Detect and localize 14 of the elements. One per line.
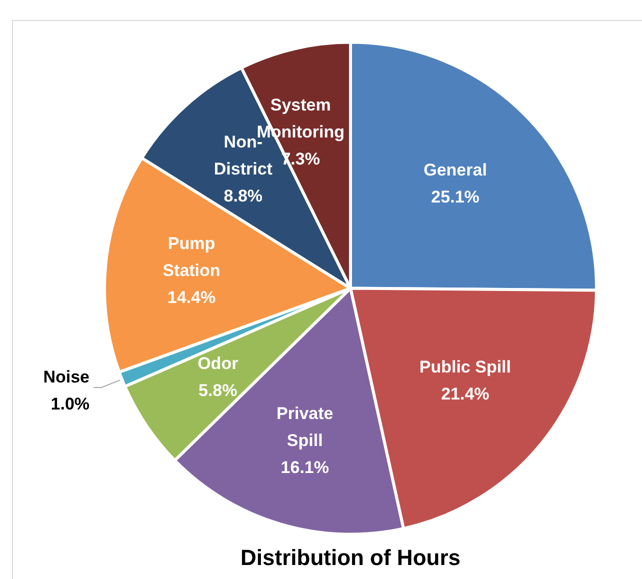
text: Distribution of Hours — [240, 544, 460, 570]
data-label: 8.8% — [224, 186, 263, 206]
data-label: 21.4% — [441, 384, 490, 404]
data-label: 1.0% — [50, 394, 90, 414]
slice-label: Noise — [43, 368, 90, 387]
slice-label: Pump Station — [162, 234, 220, 280]
slice-label: Public Spill — [419, 357, 512, 376]
data-label: 14.4% — [167, 288, 216, 308]
data-label: 16.1% — [280, 458, 329, 478]
data-label: 25.1% — [431, 188, 480, 207]
slice-label: General — [424, 160, 487, 180]
slice-label: Private Spill — [276, 404, 334, 450]
data-label: 5.8% — [198, 380, 238, 400]
slice-label: Odor — [198, 354, 239, 373]
